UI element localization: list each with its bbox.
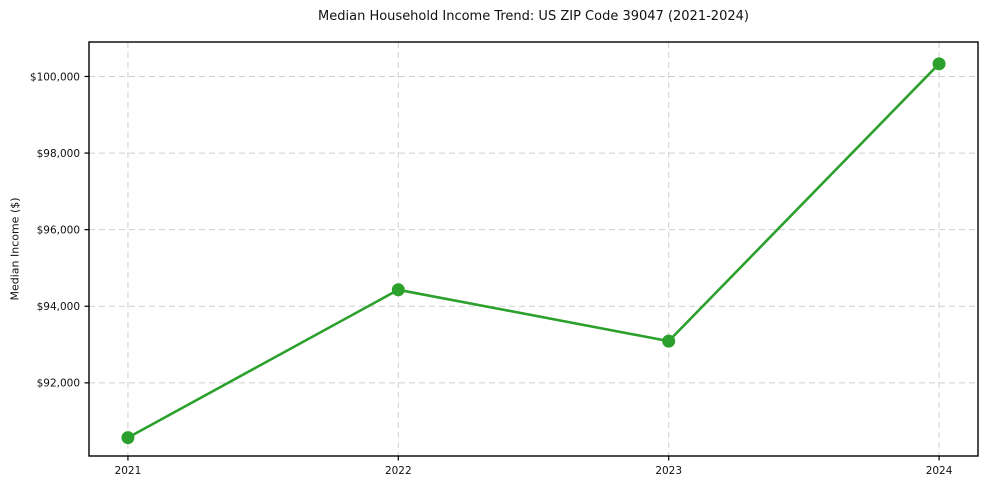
x-tick-label: 2021 [115, 465, 142, 477]
plot-border [88, 41, 979, 457]
chart-title: Median Household Income Trend: US ZIP Co… [318, 9, 749, 24]
x-tick-label: 2024 [926, 465, 953, 477]
data-point [932, 57, 946, 71]
data-line [126, 62, 941, 439]
data-point [391, 283, 405, 297]
x-tick-label: 2023 [655, 465, 682, 477]
x-tick-label: 2022 [385, 465, 412, 477]
y-tick-label: $94,000 [37, 301, 80, 313]
y-tick-label: $92,000 [37, 378, 80, 390]
data-point [662, 334, 676, 348]
data-point [121, 431, 135, 445]
y-tick-label: $100,000 [30, 71, 80, 83]
y-tick-label: $96,000 [37, 224, 80, 236]
y-tick-label: $98,000 [37, 148, 80, 160]
